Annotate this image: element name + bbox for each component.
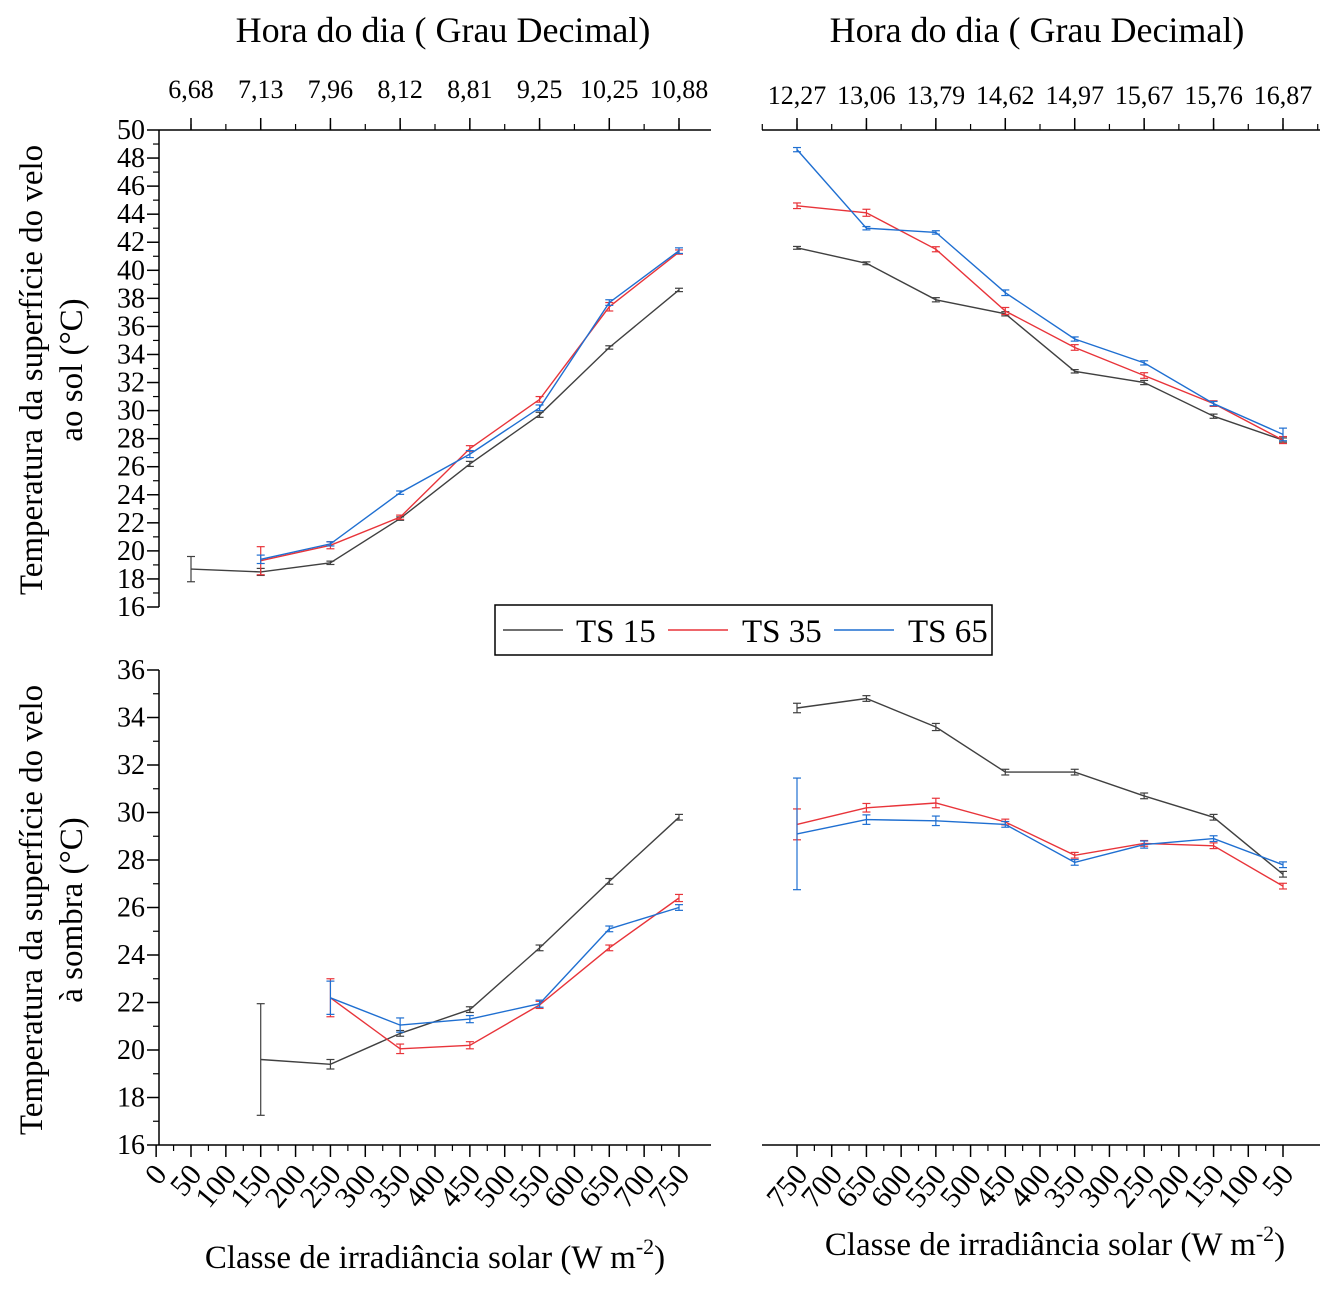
hour-tick-label: 6,68 — [168, 75, 214, 104]
panel-top-left: 6,68 7,13 7,96 8,12 8,81 9,25 10,25 10,88 161820… — [117, 75, 711, 623]
y-tick-label: 40 — [117, 255, 145, 286]
y-tick-label: 42 — [117, 227, 145, 258]
y-tick-label: 34 — [117, 339, 145, 370]
series-line-ts35 — [796, 802, 1284, 887]
series-line-ts35 — [260, 251, 680, 562]
hour-tick-label: 13,79 — [907, 81, 966, 110]
svg-text:ao sol (°C): ao sol (°C) — [54, 298, 90, 441]
y-tick-label: 20 — [117, 1035, 145, 1066]
panel-bottom-right: 7507006506005505004504003503002502001501… — [760, 695, 1320, 1214]
y-tick-label: 28 — [117, 424, 145, 455]
hour-tick-label: 10,25 — [580, 75, 639, 104]
y-tick-label: 32 — [117, 368, 145, 399]
series-line-ts65 — [796, 818, 1284, 866]
legend-label-ts15: TS 15 — [576, 614, 656, 650]
hour-tick-label: 14,97 — [1045, 81, 1104, 110]
series-line-ts65 — [260, 250, 680, 560]
svg-text:Temperatura da superfície do v: Temperatura da superfície do velo — [14, 145, 50, 595]
top-left-xlabel: Hora do dia ( Grau Decimal) — [236, 10, 651, 50]
irradiance-tick-label: 50 — [1256, 1158, 1301, 1202]
hour-tick-label: 15,67 — [1115, 81, 1174, 110]
series-line-ts15 — [796, 697, 1284, 875]
panel-bottom-left: 1618202224262830323436050100150200250300… — [117, 655, 711, 1214]
y-tick-label: 28 — [117, 845, 145, 876]
y-tick-label: 22 — [117, 988, 145, 1019]
hour-tick-label: 10,88 — [650, 75, 709, 104]
y-tick-label: 18 — [117, 564, 145, 595]
series-line-ts35 — [329, 897, 680, 1050]
legend: TS 15 TS 35 TS 65 — [494, 604, 993, 656]
bottom-left-xlabel: Classe de irradiância solar (W m-2) — [205, 1234, 665, 1276]
irradiance-tick-label: 100 — [1211, 1158, 1265, 1214]
ylabel-top: Temperatura da superfície do velo ao sol… — [14, 145, 90, 595]
bottom-right-xlabel: Classe de irradiância solar (W m-2) — [825, 1221, 1285, 1263]
series-line-ts15 — [796, 247, 1284, 441]
panel-top-right: 12,27 13,06 13,79 14,62 14,97 15,67 15,76 16,87 — [761, 81, 1320, 445]
legend-label-ts65: TS 65 — [908, 614, 988, 650]
svg-text:à sombra (°C): à sombra (°C) — [54, 817, 90, 1002]
y-tick-label: 22 — [117, 508, 145, 539]
y-tick-label: 32 — [117, 750, 145, 781]
ylabel-bottom: Temperatura da superfície do velo à somb… — [14, 685, 90, 1135]
y-tick-label: 16 — [117, 1130, 145, 1161]
hour-tick-label: 15,76 — [1184, 81, 1243, 110]
y-tick-label: 46 — [117, 171, 145, 202]
y-tick-label: 30 — [117, 798, 145, 829]
hour-tick-label: 14,62 — [976, 81, 1035, 110]
hour-tick-label: 8,12 — [377, 75, 423, 104]
legend-box — [494, 604, 993, 656]
series-line-ts15 — [190, 289, 680, 573]
hour-tick-label: 8,81 — [447, 75, 493, 104]
y-tick-label: 36 — [117, 655, 145, 686]
top-right-xlabel: Hora do dia ( Grau Decimal) — [830, 10, 1245, 50]
y-tick-label: 44 — [117, 199, 145, 230]
svg-text:Temperatura da superfície do v: Temperatura da superfície do velo — [14, 685, 50, 1135]
hour-tick-label: 7,13 — [238, 75, 284, 104]
y-tick-label: 24 — [117, 940, 145, 971]
y-tick-label: 20 — [117, 536, 145, 567]
hour-tick-label: 12,27 — [768, 81, 827, 110]
series-line-ts65 — [796, 149, 1284, 436]
y-tick-label: 24 — [117, 480, 145, 511]
y-tick-label: 18 — [117, 1083, 145, 1114]
series-line-ts35 — [796, 205, 1284, 441]
hour-tick-label: 9,25 — [517, 75, 563, 104]
legend-label-ts35: TS 35 — [742, 614, 822, 650]
y-tick-label: 48 — [117, 143, 145, 174]
y-tick-label: 38 — [117, 283, 145, 314]
series-line-ts65 — [330, 906, 680, 1026]
y-tick-label: 16 — [117, 592, 145, 623]
y-tick-label: 30 — [117, 396, 145, 427]
hour-tick-label: 16,87 — [1254, 81, 1313, 110]
irradiance-tick-label: 750 — [642, 1158, 696, 1214]
y-tick-label: 26 — [117, 452, 145, 483]
hour-tick-label: 7,96 — [308, 75, 354, 104]
y-tick-label: 36 — [117, 311, 145, 342]
y-tick-label: 26 — [117, 893, 145, 924]
series-line-ts15 — [260, 816, 680, 1066]
hour-tick-label: 13,06 — [837, 81, 896, 110]
y-tick-label: 34 — [117, 703, 145, 734]
y-tick-label: 50 — [117, 115, 145, 146]
